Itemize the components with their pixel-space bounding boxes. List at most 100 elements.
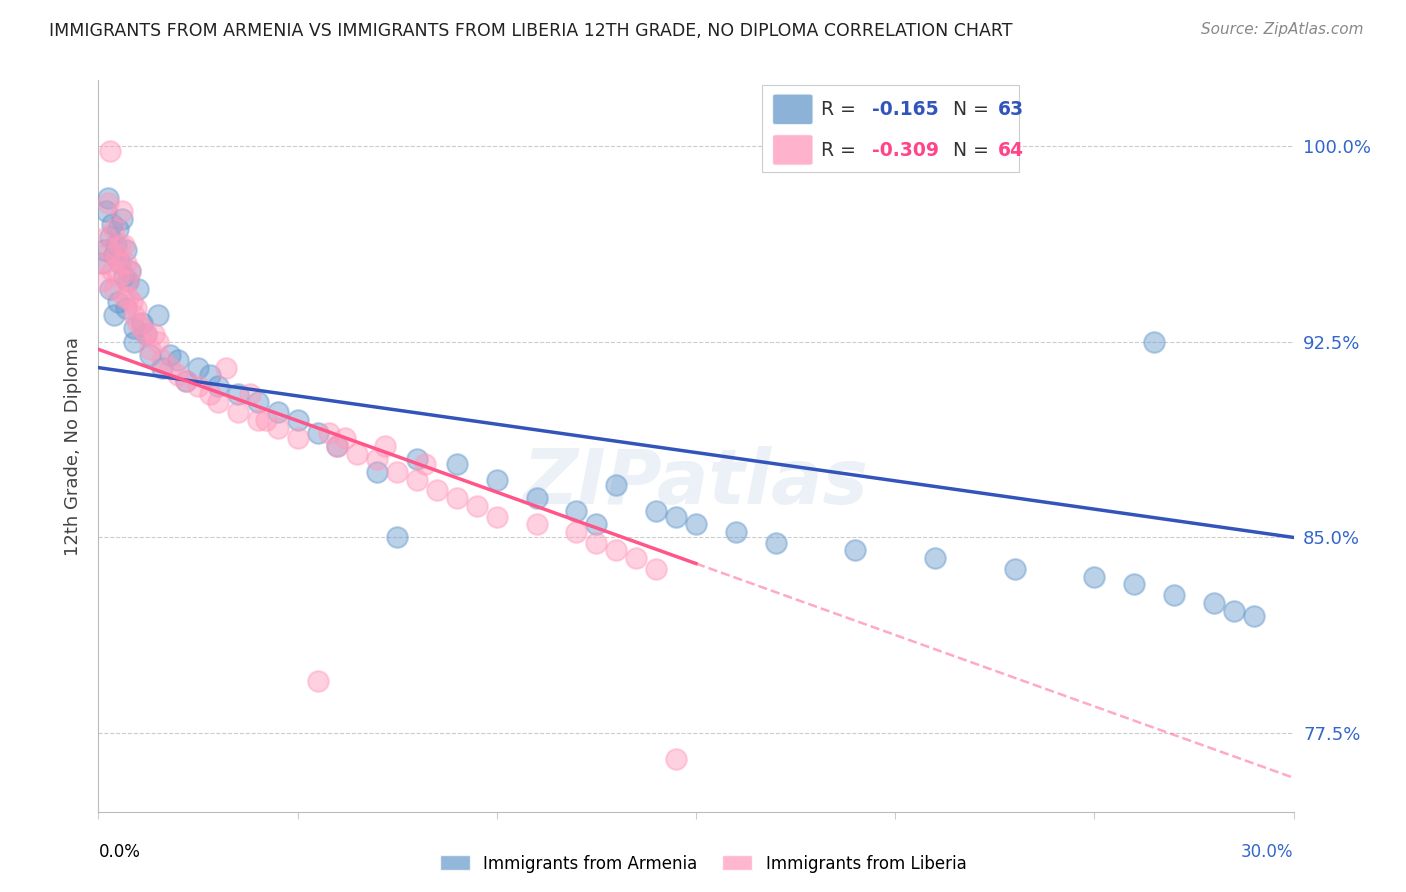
Point <box>110 256 132 270</box>
Point <box>844 543 866 558</box>
Text: -0.165: -0.165 <box>872 100 938 119</box>
Point <box>103 282 125 296</box>
Point <box>605 478 627 492</box>
Point <box>131 316 153 330</box>
FancyBboxPatch shape <box>762 86 1019 171</box>
Point <box>110 256 132 270</box>
Text: ZIPatlas: ZIPatlas <box>523 446 869 519</box>
Point <box>565 504 588 518</box>
Point <box>91 275 114 289</box>
FancyBboxPatch shape <box>772 94 813 125</box>
Point <box>526 517 548 532</box>
Point <box>366 465 388 479</box>
Point <box>326 439 349 453</box>
Point <box>103 309 125 323</box>
Text: 0.0%: 0.0% <box>98 843 141 861</box>
Point <box>1143 334 1166 349</box>
Point <box>93 256 115 270</box>
Point <box>385 530 409 544</box>
Point <box>446 458 468 472</box>
Point <box>143 326 166 341</box>
Point <box>93 243 115 257</box>
Point <box>1083 569 1105 583</box>
Point <box>115 243 138 257</box>
Point <box>267 420 290 434</box>
Point <box>150 352 173 367</box>
Point <box>97 196 120 211</box>
Point <box>121 295 143 310</box>
Point <box>385 465 409 479</box>
Point <box>167 368 190 383</box>
Point <box>96 203 118 218</box>
Point <box>112 290 135 304</box>
Point <box>110 238 132 252</box>
Point <box>125 301 148 315</box>
Point <box>413 458 436 472</box>
Point <box>107 222 129 236</box>
Y-axis label: 12th Grade, No Diploma: 12th Grade, No Diploma <box>63 336 82 556</box>
Point <box>111 203 134 218</box>
Point <box>159 360 181 375</box>
Point <box>406 452 429 467</box>
Text: Source: ZipAtlas.com: Source: ZipAtlas.com <box>1201 22 1364 37</box>
Point <box>124 321 146 335</box>
Point <box>148 309 170 323</box>
Point <box>665 752 688 766</box>
Point <box>318 425 340 440</box>
Text: R =: R = <box>821 141 862 160</box>
Point <box>117 290 139 304</box>
Text: 30.0%: 30.0% <box>1241 843 1294 861</box>
Point <box>120 264 142 278</box>
Point <box>665 509 688 524</box>
Point <box>198 386 221 401</box>
Point <box>187 360 209 375</box>
Point <box>135 326 157 341</box>
Point <box>645 504 668 518</box>
Point <box>485 509 508 524</box>
Point <box>135 326 157 341</box>
Point <box>485 473 508 487</box>
Point <box>101 217 124 231</box>
Point <box>246 394 269 409</box>
Point <box>96 230 118 244</box>
Point <box>724 525 747 540</box>
Point <box>307 674 329 689</box>
Point <box>374 439 396 453</box>
Point <box>103 222 125 236</box>
Text: 63: 63 <box>998 100 1025 119</box>
Text: -0.309: -0.309 <box>872 141 939 160</box>
Point <box>226 386 249 401</box>
Point <box>115 256 138 270</box>
Point <box>446 491 468 506</box>
Point <box>139 347 162 362</box>
Point <box>1243 608 1265 623</box>
Point <box>1163 588 1185 602</box>
Point <box>105 248 128 262</box>
Point <box>127 316 149 330</box>
Point <box>117 275 139 289</box>
Point <box>585 517 607 532</box>
Point <box>426 483 449 498</box>
Point <box>112 238 135 252</box>
Point <box>326 439 349 453</box>
Point <box>159 347 181 362</box>
Text: N =: N = <box>941 141 995 160</box>
Point <box>287 413 309 427</box>
Point <box>335 431 357 445</box>
Point <box>465 499 488 513</box>
Point <box>626 551 648 566</box>
Point <box>150 360 173 375</box>
Point <box>103 248 125 262</box>
Point <box>115 301 138 315</box>
Point <box>645 562 668 576</box>
Point <box>924 551 946 566</box>
FancyBboxPatch shape <box>772 135 813 165</box>
Point <box>585 535 607 549</box>
Point <box>124 334 146 349</box>
Point <box>105 238 128 252</box>
Text: R =: R = <box>821 100 862 119</box>
Point <box>98 282 122 296</box>
Point <box>346 447 368 461</box>
Point <box>174 374 197 388</box>
Point <box>139 343 162 357</box>
